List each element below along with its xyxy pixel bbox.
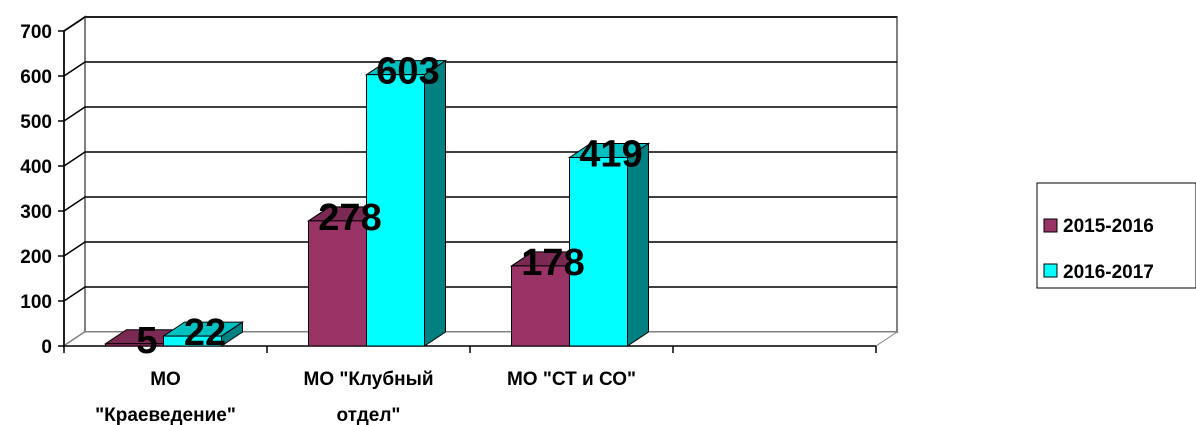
bar-side [424,59,446,347]
legend-frame [1036,182,1196,289]
gridline [63,61,897,77]
bars [103,59,651,347]
bar-front [308,220,367,347]
y-tick-label: 400 [20,157,52,178]
y-tick-label: 300 [20,202,52,223]
y-tick-label: 200 [20,247,52,268]
data-labels: 5 22 278 603 178 419 [136,51,642,362]
bar-front [511,265,570,347]
data-label: 419 [579,133,642,175]
gridline [63,16,897,32]
bar-front [163,335,222,347]
data-label: 22 [184,312,226,354]
x-category-label: МО "Клубный [304,369,434,390]
legend-swatch-2016-2017 [1043,263,1058,278]
bar-2016-2017-1 [364,59,448,347]
y-tick-label: 500 [20,112,52,133]
legend: 2015-2016 2016-2017 [1036,182,1196,289]
chart-walls [62,15,899,348]
y-axis-tick-labels: 0 100 200 300 400 500 600 700 [20,22,52,358]
y-tick-label: 600 [20,67,52,88]
bar-2016-2017-2 [567,142,651,347]
data-label: 178 [521,242,584,284]
bar-front [569,156,628,347]
bar-2016-2017-0 [161,321,245,347]
x-axis-category-labels: МО "Краеведение" МО "Клубный отдел" МО "СТ и… [95,369,636,425]
x-category-label: отдел" [337,405,401,425]
data-label: 603 [376,51,439,93]
side-wall [63,15,86,348]
x-category-label: "Краеведение" [95,405,236,425]
y-tick-label: 0 [41,337,52,358]
back-wall [84,16,898,333]
data-label: 278 [318,197,381,239]
y-tick-label: 100 [20,292,52,313]
x-category-label: МО "СТ и СО" [507,369,636,390]
legend-label-2015-2016: 2015-2016 [1063,216,1154,237]
legend-label-2016-2017: 2016-2017 [1063,262,1154,283]
x-category-label: МО [150,369,181,390]
gridline [63,106,897,122]
data-label: 5 [136,320,157,362]
legend-swatch-2015-2016 [1043,218,1058,233]
y-tick-label: 700 [20,22,52,43]
bar-front [366,74,425,347]
